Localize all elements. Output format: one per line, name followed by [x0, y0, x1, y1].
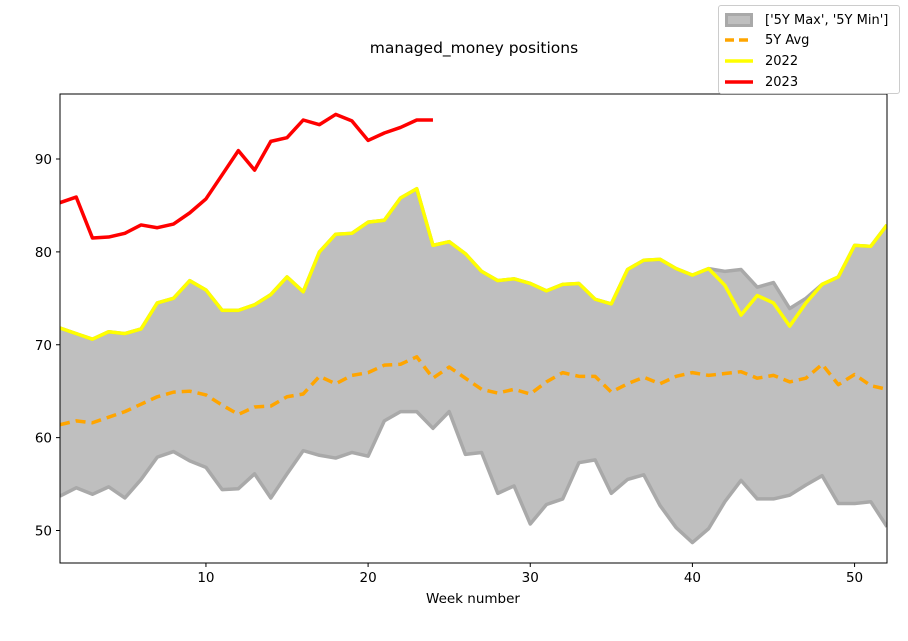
x-tick-label: 20: [360, 570, 377, 586]
series-line-5y-avg: [60, 355, 887, 427]
legend-item-5y-avg: 5Y Avg: [725, 30, 809, 50]
legend-label-5y-avg: 5Y Avg: [765, 32, 810, 48]
x-tick-label: 40: [684, 570, 701, 586]
series-line-2022: [60, 186, 887, 341]
band-min-edge: [60, 409, 887, 545]
legend-swatch-5y-avg: [725, 38, 753, 42]
legend-swatch-band: [725, 13, 753, 27]
x-tick-label: 30: [522, 570, 539, 586]
y-tick-label: 60: [35, 431, 52, 447]
legend-item-2022: 2022: [725, 51, 798, 71]
series-line-2023: [60, 112, 433, 240]
x-tick-label: 50: [846, 570, 863, 586]
series-layer: [60, 112, 887, 427]
y-tick-label: 90: [35, 152, 52, 168]
x-axis: 10 20 30 40 50: [197, 563, 863, 586]
y-tick-label: 70: [35, 338, 52, 354]
band-area: [60, 188, 887, 543]
plot-frame: [59, 93, 888, 564]
legend-label-2023: 2023: [765, 74, 799, 90]
x-axis-label: Week number: [426, 591, 520, 607]
legend-swatch-2022: [725, 59, 753, 63]
y-axis: 50 60 70 80 90: [35, 152, 60, 539]
legend-swatch-2023: [725, 80, 753, 84]
band-layer: [60, 186, 887, 545]
legend-label-band: ['5Y Max', '5Y Min']: [765, 12, 889, 28]
y-tick-label: 80: [35, 245, 52, 261]
chart-title: managed_money positions: [370, 39, 578, 58]
y-tick-label: 50: [35, 523, 52, 539]
legend-item-band: ['5Y Max', '5Y Min']: [725, 10, 888, 30]
legend-label-2022: 2022: [765, 53, 799, 69]
x-tick-label: 10: [197, 570, 214, 586]
legend: ['5Y Max', '5Y Min'] 5Y Avg 2022 2023: [718, 5, 900, 94]
legend-item-2023: 2023: [725, 72, 798, 92]
